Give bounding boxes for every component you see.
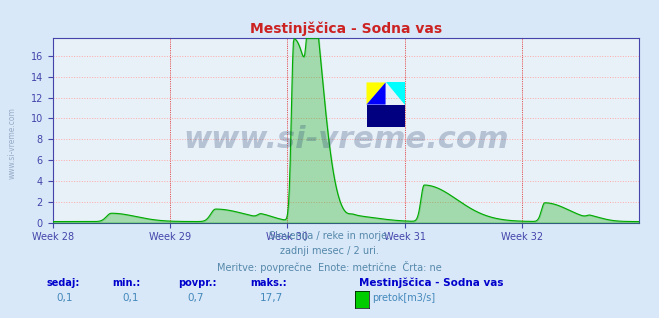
Text: povpr.:: povpr.: <box>178 278 216 288</box>
Text: 0,1: 0,1 <box>122 293 138 303</box>
Text: Slovenija / reke in morje.: Slovenija / reke in morje. <box>269 231 390 240</box>
Text: maks.:: maks.: <box>250 278 287 288</box>
Text: zadnji mesec / 2 uri.: zadnji mesec / 2 uri. <box>280 246 379 256</box>
Text: Meritve: povprečne  Enote: metrične  Črta: ne: Meritve: povprečne Enote: metrične Črta:… <box>217 261 442 273</box>
Text: pretok[m3/s]: pretok[m3/s] <box>372 293 436 303</box>
Polygon shape <box>366 82 386 105</box>
Text: sedaj:: sedaj: <box>46 278 80 288</box>
Bar <box>366 105 405 127</box>
Text: 0,7: 0,7 <box>188 293 204 303</box>
Text: min.:: min.: <box>112 278 140 288</box>
Text: Mestinjščica - Sodna vas: Mestinjščica - Sodna vas <box>359 277 503 288</box>
Text: 17,7: 17,7 <box>260 293 283 303</box>
Text: www.si-vreme.com: www.si-vreme.com <box>8 107 17 179</box>
Text: www.si-vreme.com: www.si-vreme.com <box>183 125 509 154</box>
Text: 0,1: 0,1 <box>56 293 72 303</box>
Polygon shape <box>366 82 386 105</box>
Polygon shape <box>386 82 405 105</box>
Title: Mestinjščica - Sodna vas: Mestinjščica - Sodna vas <box>250 21 442 36</box>
